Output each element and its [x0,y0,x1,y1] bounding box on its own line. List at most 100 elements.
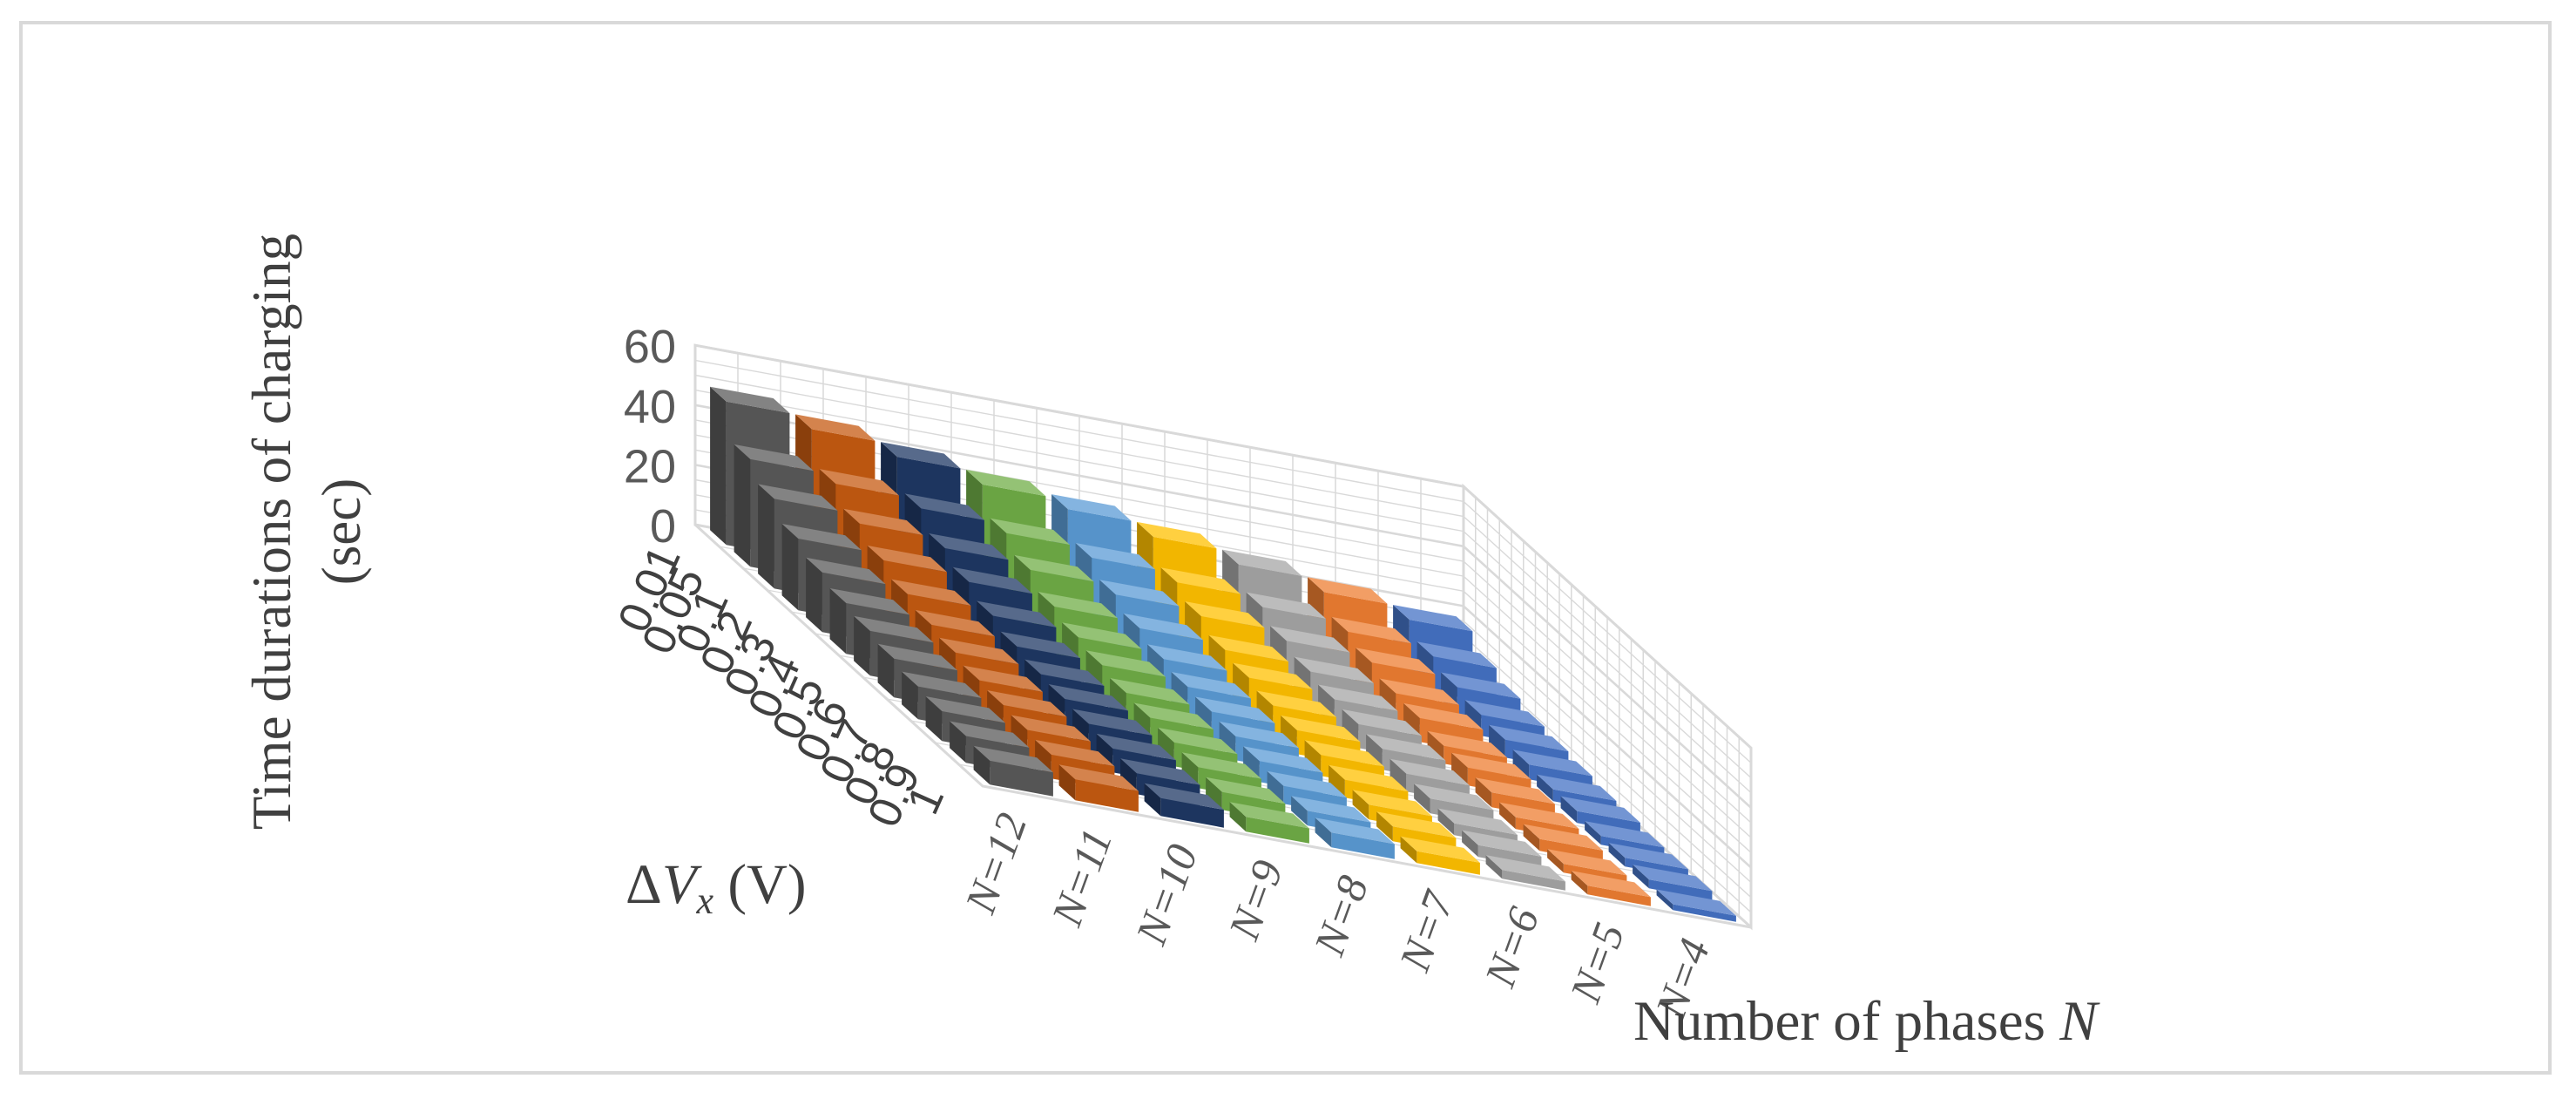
z-tick-label: 40 [624,381,676,433]
bar-side-face [1523,824,1540,851]
bar-side-face [1462,830,1478,858]
bar [1144,783,1224,828]
bar [1315,817,1395,859]
bar-top-face [1464,700,1545,727]
bar-top-face [1294,656,1374,683]
bar-side-face [1633,865,1649,889]
bar-side-face [1499,802,1516,830]
bar-top-face [1393,605,1473,632]
bar-side-face [1437,808,1455,836]
bar-side-face [1451,752,1468,786]
bar-top-face [1171,672,1251,699]
bar-top-face [1233,662,1313,689]
bar-side-face [758,484,774,589]
bar-top-face [1437,808,1518,835]
bar-top-face [1147,644,1227,671]
bar-top-face [795,414,876,441]
bar-top-face [1376,811,1457,838]
bar-top-face [1219,721,1299,749]
bar-side-face [1144,783,1161,817]
bar-top-face [1427,730,1507,758]
bar-top-face [734,444,814,471]
z-axis-title-line1: Time durations of charging [241,233,302,831]
bar-top-face [987,690,1067,717]
n-tick-label: N=5 [1560,917,1633,1010]
z-tick-label: 60 [624,321,676,373]
bar-top-face [973,745,1053,773]
bar-front-face [990,760,1053,797]
bar-top-face [1051,494,1132,521]
y-axis-title-var: V [661,853,697,916]
bar-top-face [1318,684,1398,711]
bar-top-face [1489,724,1569,752]
bar-side-face [734,444,751,567]
bar-top-face [1222,549,1302,576]
bar-front-face [1587,885,1651,906]
bar-top-face [1499,802,1579,829]
bar-side-face [1291,796,1308,826]
bar-side-face [925,696,943,742]
bar-top-face [1379,678,1459,705]
bar-top-face [1462,830,1542,857]
bar-side-face [854,615,870,676]
x-axis-title-var: N [2059,990,2098,1053]
bar-top-face [1158,727,1238,755]
bar-side-face [1366,734,1383,770]
bar-side-face [1058,764,1076,801]
bar [1058,764,1139,812]
bar-top-face [1062,622,1142,649]
bar-top-face [1000,631,1080,659]
bar-top-face [829,588,909,615]
bar-top-face [1208,634,1288,662]
bar [973,745,1053,797]
bar-side-face [710,386,727,546]
bar-top-face [1110,678,1190,705]
y-axis-title-delta: Δ [625,853,662,916]
bar-top-face [710,386,790,413]
bar-side-face [1489,724,1505,758]
bar-top-face [1633,865,1713,892]
bar-top-face [915,609,995,637]
bar-top-face [1560,796,1640,823]
bar-top-face [1011,715,1091,742]
bar-top-face [1414,784,1494,811]
bar-top-face [1475,777,1555,804]
bar-side-face [1206,777,1222,811]
bar-side-face [1475,777,1492,808]
bar-top-face [1123,613,1203,641]
bar-side-face [1571,871,1588,895]
n-tick-label: N=10 [1126,838,1207,952]
bar-top-face [1256,690,1336,717]
bar-top-face [1195,696,1275,723]
y-axis-title: ΔVx (V) [625,852,807,923]
n-tick-label: N=9 [1219,854,1292,947]
bar-top-face [950,721,1030,748]
bar-top-face [1656,889,1736,916]
bar-top-face [758,484,838,511]
bar-side-face [1181,752,1199,789]
bar-top-face [1315,817,1395,845]
n-tick-label: N=8 [1304,870,1377,963]
bar-top-face [1308,577,1388,604]
bar-side-face [1485,855,1503,879]
n-tick-label: N=11 [1042,823,1122,933]
bar-top-face [1537,774,1617,801]
bar-top-face [1291,796,1371,823]
bar-side-face [1585,821,1601,845]
bar-top-face [877,643,957,671]
bar-top-face [1133,702,1214,729]
bar-top-face [1181,752,1261,779]
bar-side-face [902,671,918,720]
bar-side-face [1656,889,1673,911]
z-tick-label: 20 [624,440,676,492]
bar-top-face [819,469,899,496]
bar-front-face [1416,851,1480,875]
bar-top-face [1229,802,1309,829]
bar-top-face [781,524,862,551]
bar-side-face [829,588,847,655]
bar-top-face [1485,855,1565,882]
bar-top-face [1085,650,1166,677]
bar-side-face [1352,790,1369,820]
bar-top-face [1270,626,1350,653]
